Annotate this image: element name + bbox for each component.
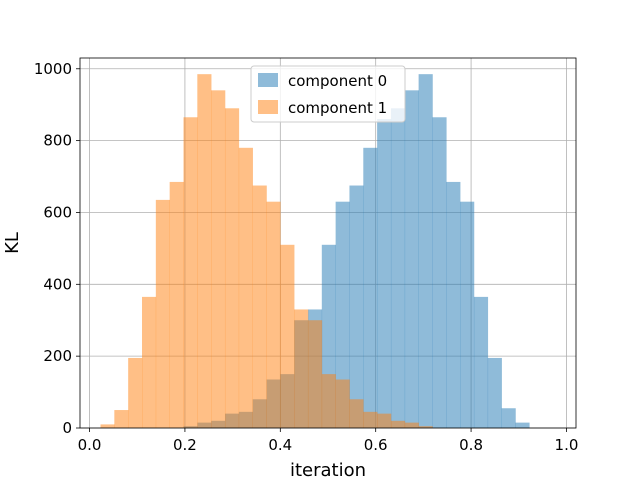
legend-label-component-0: component 0: [288, 72, 387, 90]
bar-series-1-bin-16: [321, 374, 336, 428]
x-tick-label-2: 0.4: [268, 436, 292, 454]
bars: [100, 74, 530, 429]
bar-series-1-bin-6: [183, 117, 198, 428]
y-tick-label-1: 200: [43, 347, 72, 365]
bar-series-1-bin-12: [266, 201, 281, 428]
bar-series-1-bin-3: [142, 296, 157, 428]
bar-series-1-bin-17: [335, 379, 350, 428]
y-tick-label-5: 1000: [34, 60, 72, 78]
y-axis-label: KL: [2, 232, 23, 254]
bar-series-1-bin-22: [404, 422, 419, 428]
x-axis-label: iteration: [290, 460, 366, 480]
bar-series-0-bin-17: [335, 201, 350, 428]
x-tick-label-1: 0.2: [173, 436, 197, 454]
bar-series-1-bin-14: [294, 309, 309, 428]
axes-frame: [79, 57, 577, 429]
bar-series-1-bin-15: [307, 320, 323, 428]
bar-series-0-bin-21: [390, 108, 406, 428]
bar-series-1-bin-23: [418, 426, 433, 428]
bar-series-1-bin-0: [100, 424, 115, 428]
bar-series-1-bin-1: [114, 410, 129, 428]
bar-series-0-bin-19: [363, 147, 378, 428]
y-tick-label-4: 800: [43, 132, 72, 150]
bar-series-0-bin-24: [432, 117, 447, 428]
bar-series-0-bin-25: [446, 181, 461, 428]
legend-swatch-component-0: [258, 73, 278, 87]
bar-series-1-bin-10: [238, 147, 253, 428]
bar-series-1-bin-21: [390, 420, 406, 428]
legend-swatch-component-1: [258, 100, 278, 114]
bar-series-0-bin-26: [460, 201, 475, 428]
x-tick-label-5: 1.0: [555, 436, 579, 454]
legend-box: [250, 65, 406, 123]
ticks: 0.0 0.2 0.4 0.6 0.8 1.0 0 200 400 600 800 1000: [34, 60, 579, 454]
bar-series-0-bin-18: [349, 185, 364, 428]
legend-label-component-1: component 1: [288, 99, 387, 117]
y-tick-label-3: 600: [43, 203, 72, 221]
bar-series-0-bin-22: [404, 90, 419, 429]
bar-series-1-bin-19: [363, 411, 378, 428]
bar-series-0-bin-27: [473, 296, 489, 428]
bar-series-1-bin-13: [280, 244, 295, 428]
bar-series-0-bin-30: [515, 422, 530, 428]
bar-series-0-bin-28: [487, 357, 502, 428]
bar-series-1-bin-11: [252, 185, 267, 428]
bar-series-1-bin-8: [211, 90, 226, 429]
x-tick-label-4: 0.8: [459, 436, 483, 454]
bar-series-1-bin-7: [197, 74, 212, 429]
bar-series-1-bin-18: [349, 399, 364, 428]
bar-series-1-bin-9: [224, 108, 240, 428]
bar-series-0-bin-20: [377, 119, 392, 428]
bar-series-0-bin-29: [501, 408, 516, 428]
bar-series-0-bin-23: [418, 74, 433, 429]
bar-series-1-bin-4: [155, 199, 170, 428]
x-tick-label-3: 0.6: [364, 436, 388, 454]
legend: component 0 component 1: [250, 65, 406, 123]
bar-series-1-bin-2: [128, 357, 143, 428]
y-tick-label-0: 0: [62, 419, 72, 437]
bar-series-1-bin-5: [169, 181, 184, 428]
x-tick-label-0: 0.0: [78, 436, 102, 454]
y-tick-label-2: 400: [43, 275, 72, 293]
bar-series-1-bin-20: [377, 413, 392, 428]
